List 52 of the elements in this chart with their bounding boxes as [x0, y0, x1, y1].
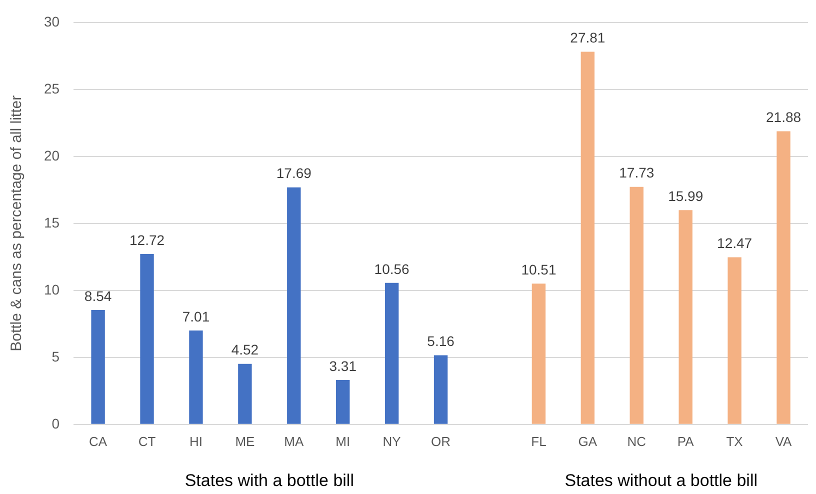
text: States with a bottle bill — [184, 471, 354, 490]
bar — [630, 186, 644, 424]
y-tick-label: 15 — [44, 214, 60, 230]
data-label: 10.56 — [374, 260, 410, 277]
x-tick-label: OR — [431, 434, 451, 449]
bar — [336, 380, 350, 424]
y-tick-label: 0 — [52, 415, 60, 432]
y-tick-label: 30 — [44, 13, 60, 30]
bar — [678, 210, 692, 424]
x-tick-label: TX — [726, 434, 744, 449]
x-tick-label: PA — [677, 434, 694, 449]
bar — [580, 52, 595, 424]
bar — [776, 131, 790, 424]
data-label: 17.73 — [619, 164, 654, 181]
bar — [140, 254, 154, 424]
data-label: 12.72 — [129, 232, 165, 248]
x-tick-label: ME — [235, 434, 256, 449]
data-label: 7.01 — [182, 308, 210, 324]
data-label: 4.52 — [231, 342, 259, 358]
x-tick-label: MA — [284, 434, 304, 449]
data-label: 10.51 — [521, 261, 556, 278]
data-label: 21.88 — [766, 109, 802, 126]
x-tick-label: HI — [189, 434, 202, 449]
x-tick-label: FL — [531, 434, 546, 449]
data-label: 5.16 — [427, 333, 455, 350]
x-tick-label: VA — [775, 434, 792, 449]
data-label: 17.69 — [276, 165, 312, 182]
y-axis-title: Bottle & cans as percentage of all litter — [8, 95, 26, 352]
data-label: 8.54 — [84, 288, 112, 304]
text: States without a bottle bill — [564, 471, 758, 490]
x-tick-label: NC — [627, 434, 646, 449]
bar — [91, 310, 105, 424]
data-label: 15.99 — [668, 188, 704, 204]
bar — [287, 187, 301, 424]
bar — [434, 355, 448, 424]
y-tick-label: 10 — [44, 281, 60, 298]
bar — [532, 284, 546, 424]
bar — [384, 282, 399, 424]
data-label: 3.31 — [329, 358, 357, 374]
y-tick-label: 20 — [44, 147, 60, 164]
x-tick-label: GA — [578, 434, 598, 449]
x-tick-label: CT — [138, 434, 156, 449]
x-tick-label: NY — [382, 434, 402, 449]
x-tick-label: MI — [336, 434, 350, 449]
y-tick-label: 25 — [44, 80, 60, 96]
x-tick-label: CA — [89, 434, 108, 449]
data-label: 12.47 — [717, 235, 752, 252]
y-tick-label: 5 — [52, 348, 60, 364]
bar — [238, 364, 252, 424]
bar — [189, 330, 203, 424]
bar — [728, 257, 742, 424]
data-label: 27.81 — [570, 30, 606, 46]
